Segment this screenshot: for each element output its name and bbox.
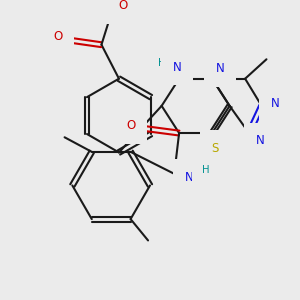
Text: N: N bbox=[256, 134, 265, 147]
Text: O: O bbox=[126, 119, 135, 132]
Text: S: S bbox=[211, 142, 219, 155]
Text: N: N bbox=[173, 61, 182, 74]
Text: N: N bbox=[215, 62, 224, 76]
Text: N: N bbox=[184, 171, 193, 184]
Text: N: N bbox=[271, 98, 280, 110]
Text: O: O bbox=[53, 31, 62, 44]
Text: O: O bbox=[118, 0, 128, 12]
Text: H: H bbox=[158, 58, 165, 68]
Text: H: H bbox=[202, 165, 209, 175]
